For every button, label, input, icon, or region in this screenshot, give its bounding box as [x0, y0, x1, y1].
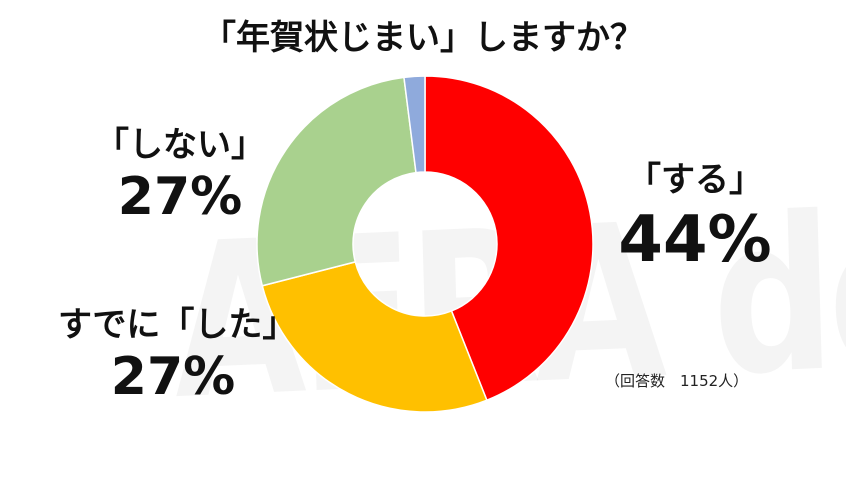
slice-shinai — [256, 76, 417, 287]
respondent-count-note: （回答数 1152人） — [605, 372, 749, 390]
slice-label-suru-value: 44% — [618, 203, 772, 277]
slice-label-suru-name: 「する」 — [627, 160, 763, 200]
slice-label-shinai: 「しない」 27% — [95, 125, 265, 223]
slice-label-shita-value: 27% — [110, 347, 236, 407]
slice-suru — [424, 75, 594, 402]
slice-other — [403, 75, 426, 174]
slice-label-shinai-value: 27% — [117, 167, 243, 227]
slice-label-shita-name: すでに「した」 — [58, 305, 297, 345]
chart-title: 「年賀状じまい」しますか？ — [202, 18, 644, 58]
slice-label-suru: 「する」 44% — [600, 160, 790, 272]
slice-label-shita: すでに「した」 27% — [58, 305, 297, 407]
slice-label-shinai-name: 「しない」 — [95, 125, 265, 165]
slice-shita — [261, 260, 488, 413]
